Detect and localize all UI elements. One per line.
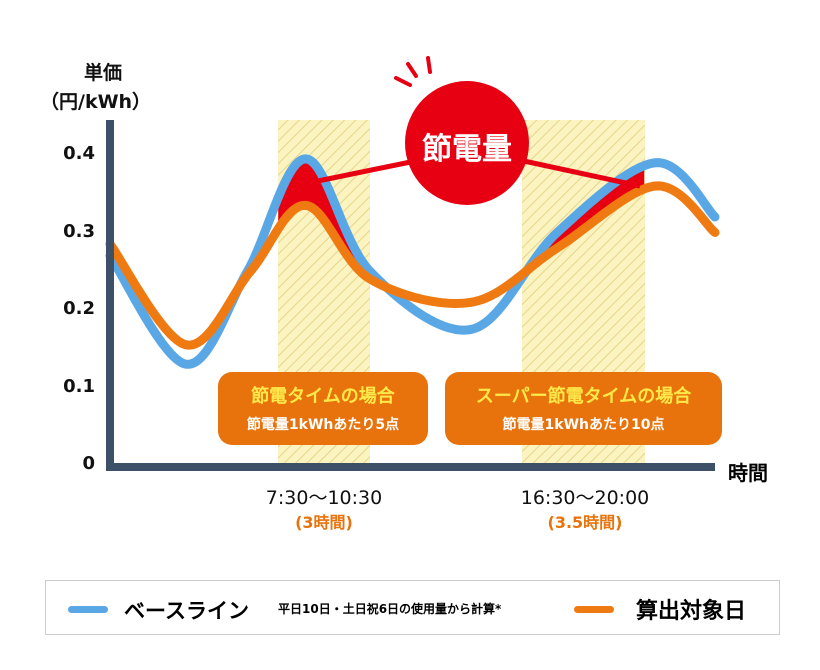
savings-time-box: 節電タイムの場合 節電量1kWhあたり5点	[218, 372, 428, 445]
y-tick-label: 0.2	[63, 298, 95, 319]
y-axis-title: 単価	[84, 62, 123, 84]
baseline-line	[105, 154, 720, 369]
super-savings-time-box: スーパー節電タイムの場合 節電量1kWhあたり10点	[445, 372, 722, 445]
band-range-label: 16:30〜20:00	[520, 487, 650, 509]
baseline-legend-label: ベースライン	[124, 599, 249, 623]
burst-mark-icon	[406, 62, 418, 78]
y-tick-label: 0.4	[63, 143, 95, 164]
box-subtitle: 節電量1kWhあたり10点	[502, 417, 665, 433]
box-title: スーパー節電タイムの場合	[475, 386, 692, 407]
baseline-legend-swatch	[68, 606, 108, 613]
band-duration-label: (3時間)	[295, 513, 353, 532]
target-legend-swatch	[574, 606, 614, 613]
target-day-line	[105, 181, 720, 350]
savings-callout-circle	[405, 81, 529, 205]
target-legend-label: 算出対象日	[636, 599, 747, 624]
burst-mark-icon	[426, 56, 432, 74]
y-axis-unit: （円/kWh）	[40, 91, 152, 113]
legend: ベースライン 平日10日・土日祝6日の使用量から計算* 算出対象日	[45, 580, 780, 635]
band-range-label: 7:30〜10:30	[265, 487, 383, 509]
y-tick-label: 0.3	[63, 221, 95, 242]
x-axis-title: 時間	[728, 461, 768, 485]
y-tick-label: 0	[82, 453, 95, 474]
band-duration-label: (3.5時間)	[547, 513, 623, 532]
baseline-legend-note: 平日10日・土日祝6日の使用量から計算*	[278, 602, 502, 616]
box-title: 節電タイムの場合	[251, 386, 395, 407]
y-tick-label: 0.1	[63, 376, 95, 397]
savings-callout-label: 節電量	[422, 132, 512, 167]
box-subtitle: 節電量1kWhあたり5点	[246, 417, 400, 433]
burst-mark-icon	[394, 76, 412, 87]
callout-connector	[509, 155, 641, 189]
